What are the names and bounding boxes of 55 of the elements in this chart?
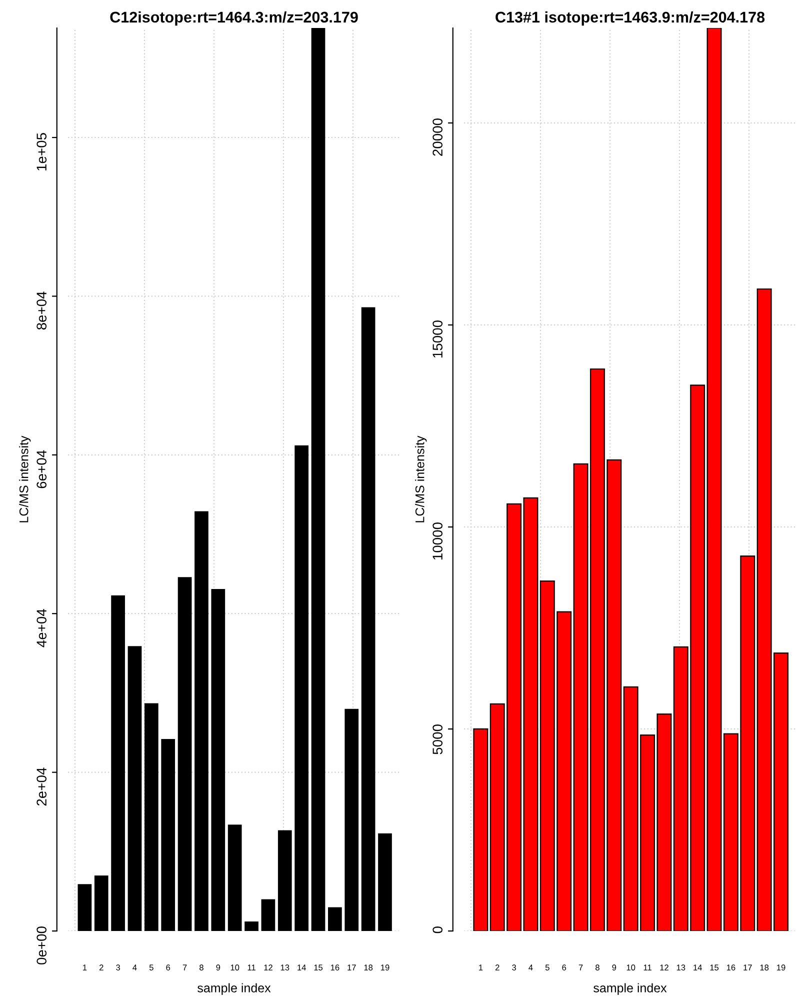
- x-tick-label: 16: [330, 964, 340, 970]
- x-tick-label: 10: [230, 964, 240, 970]
- x-tick-label: 2: [99, 964, 104, 970]
- y-tick-label: 20000: [432, 118, 443, 156]
- y-tick-label: 10000: [432, 522, 443, 560]
- x-tick-label: 9: [612, 964, 616, 970]
- y-tick-label: 15000: [432, 320, 443, 358]
- y-tick-label: 0: [432, 926, 443, 934]
- x-tick-label: 5: [149, 964, 154, 970]
- x-tick-label: 11: [644, 964, 652, 970]
- x-axis-title: sample index: [198, 983, 271, 995]
- x-tick-label: 19: [380, 964, 390, 970]
- x-tick-label: 2: [495, 964, 500, 970]
- y-tick-label: 2e+04: [36, 768, 47, 806]
- x-tick-label: 19: [776, 964, 786, 970]
- y-axis-title: LC/MS intensity: [19, 436, 31, 522]
- x-tick-label: 3: [116, 964, 120, 970]
- x-tick-label: 17: [744, 964, 752, 970]
- y-tick-label: 5000: [432, 724, 443, 754]
- x-tick-label: 10: [626, 964, 636, 970]
- x-tick-label: 6: [166, 964, 170, 970]
- x-tick-label: 8: [596, 964, 600, 970]
- x-tick-label: 7: [182, 964, 187, 970]
- x-tick-label: 1: [479, 964, 483, 970]
- x-tick-label: 12: [264, 964, 272, 970]
- y-tick-label: 6e+04: [36, 450, 47, 488]
- x-tick-label: 15: [710, 964, 719, 970]
- y-axis-title: LC/MS intensity: [415, 436, 427, 522]
- x-tick-label: 15: [314, 964, 323, 970]
- x-tick-label: 3: [512, 964, 516, 970]
- x-tick-label: 6: [562, 964, 566, 970]
- x-tick-label: 4: [132, 964, 137, 970]
- x-tick-label: 16: [726, 964, 736, 970]
- x-tick-label: 13: [676, 964, 686, 970]
- y-tick-label: 8e+04: [36, 292, 47, 330]
- x-tick-label: 1: [83, 964, 87, 970]
- y-tick-label: 4e+04: [36, 608, 47, 648]
- x-axis-title: sample index: [594, 983, 667, 995]
- chart-title: C12isotope:rt=1464.3:m/z=203.179: [110, 11, 358, 26]
- x-tick-label: 7: [578, 964, 583, 970]
- x-tick-label: 9: [216, 964, 220, 970]
- x-tick-label: 18: [364, 964, 373, 970]
- x-tick-label: 5: [545, 964, 550, 970]
- y-tick-label: 1e+05: [36, 133, 47, 170]
- x-tick-label: 14: [298, 964, 306, 970]
- x-tick-label: 8: [200, 964, 204, 970]
- x-tick-label: 11: [248, 964, 256, 970]
- x-tick-label: 18: [760, 964, 769, 970]
- x-tick-label: 12: [660, 964, 668, 970]
- x-tick-label: 17: [348, 964, 356, 970]
- x-tick-label: 13: [280, 964, 290, 970]
- x-tick-label: 14: [694, 964, 702, 970]
- x-tick-label: 4: [528, 964, 533, 970]
- y-tick-label: 0e+00: [36, 926, 47, 964]
- chart-title: C13#1 isotope:rt=1463.9:m/z=204.178: [496, 11, 765, 26]
